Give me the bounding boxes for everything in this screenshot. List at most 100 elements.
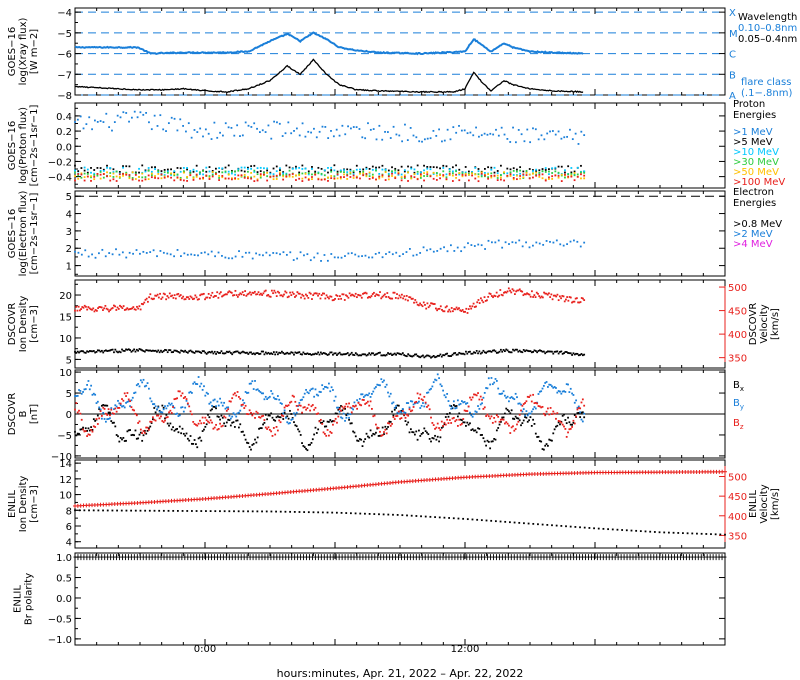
data-point xyxy=(469,305,471,308)
data-point xyxy=(393,406,396,409)
data-point xyxy=(497,351,500,354)
data-point xyxy=(491,554,495,561)
data-point xyxy=(180,394,183,397)
y-tick-label: −0.2 xyxy=(48,157,72,168)
data-point xyxy=(405,355,408,358)
data-point xyxy=(465,307,468,310)
data-point xyxy=(221,174,224,177)
data-point xyxy=(381,175,384,178)
data-point xyxy=(310,388,313,391)
data-point xyxy=(354,292,357,295)
data-point xyxy=(261,129,264,132)
data-point xyxy=(535,170,538,172)
data-point xyxy=(283,409,286,412)
data-point xyxy=(90,175,92,178)
data-point xyxy=(154,294,157,297)
data-point xyxy=(526,349,529,352)
data-point xyxy=(99,171,102,173)
data-point xyxy=(568,391,571,393)
data-point xyxy=(451,180,454,182)
data-point xyxy=(514,428,517,430)
data-point xyxy=(215,554,219,561)
data-point xyxy=(315,136,318,139)
data-point xyxy=(448,412,451,415)
data-point xyxy=(384,130,386,133)
data-point xyxy=(435,166,438,169)
data-point xyxy=(208,351,211,353)
data-point xyxy=(96,167,99,169)
data-point xyxy=(548,383,551,386)
data-point xyxy=(74,169,76,172)
data-point xyxy=(710,533,712,536)
data-point xyxy=(224,122,227,125)
data-point xyxy=(442,175,445,178)
data-point xyxy=(238,411,240,414)
data-point xyxy=(297,292,300,295)
data-point xyxy=(551,298,554,301)
data-point xyxy=(687,554,691,561)
data-point xyxy=(128,177,131,180)
data-point xyxy=(435,554,439,561)
data-point xyxy=(243,294,245,296)
data-point xyxy=(207,351,209,354)
data-point xyxy=(326,511,329,514)
data-point xyxy=(436,373,439,376)
data-point xyxy=(149,251,152,253)
data-point xyxy=(518,413,521,416)
data-point xyxy=(458,351,461,354)
flare-class-label: B xyxy=(729,70,736,81)
data-point xyxy=(545,443,548,445)
legend-title: Electron xyxy=(733,187,774,198)
data-point xyxy=(98,406,101,409)
data-point xyxy=(375,293,378,296)
data-point xyxy=(122,349,125,352)
data-point xyxy=(444,396,447,399)
data-point xyxy=(160,177,163,180)
data-point xyxy=(306,449,309,452)
data-point xyxy=(445,176,448,179)
data-point xyxy=(358,128,361,130)
data-point xyxy=(490,415,493,418)
data-point xyxy=(452,352,455,355)
data-point xyxy=(298,430,301,433)
data-point xyxy=(554,174,557,177)
data-point xyxy=(545,240,548,242)
data-point xyxy=(416,164,419,167)
data-point xyxy=(497,239,500,242)
data-point xyxy=(340,256,343,259)
data-point xyxy=(144,170,147,173)
data-point xyxy=(128,308,131,311)
y-label-line: [cm−2s−1sr−1] xyxy=(29,193,40,275)
data-point xyxy=(283,293,285,296)
data-point xyxy=(506,554,510,561)
data-point xyxy=(193,129,196,131)
data-point xyxy=(83,304,86,307)
data-point xyxy=(185,130,187,133)
data-point xyxy=(376,294,379,296)
data-point xyxy=(639,530,642,533)
data-point xyxy=(159,554,163,561)
data-point xyxy=(83,176,86,178)
data-point xyxy=(413,353,416,356)
data-point xyxy=(355,554,359,561)
data-point xyxy=(110,407,113,409)
data-point xyxy=(492,296,494,299)
data-point xyxy=(508,424,510,427)
data-point xyxy=(203,428,205,431)
data-point xyxy=(343,176,345,178)
data-point xyxy=(409,355,412,358)
data-point xyxy=(143,429,146,432)
data-point xyxy=(546,293,549,296)
y2-label-line: [km/s] xyxy=(770,488,781,520)
data-point xyxy=(355,176,358,179)
data-point xyxy=(412,431,415,434)
data-point xyxy=(280,294,283,297)
data-point xyxy=(321,422,324,425)
data-point xyxy=(250,167,253,170)
data-point xyxy=(442,310,445,313)
data-point xyxy=(364,254,367,257)
data-point xyxy=(158,417,161,420)
data-point xyxy=(189,390,192,393)
data-point xyxy=(556,412,559,415)
data-point xyxy=(714,533,717,536)
